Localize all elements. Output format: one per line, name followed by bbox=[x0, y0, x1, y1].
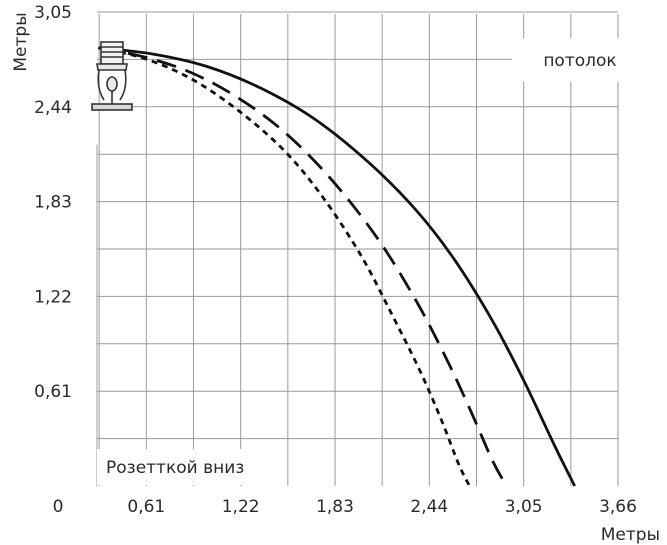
x-axis-title: Метры bbox=[601, 525, 660, 545]
y-tick-label: 1,22 bbox=[34, 287, 72, 307]
grid bbox=[96, 11, 619, 486]
series-line-dashed bbox=[98, 46, 508, 487]
y-tick-label: 3,05 bbox=[34, 3, 72, 23]
x-tick-label: 0,61 bbox=[127, 497, 165, 517]
series-line-solid bbox=[98, 46, 576, 487]
series-group bbox=[98, 46, 576, 487]
orientation-label-box bbox=[97, 449, 247, 485]
x-tick-label: 0 bbox=[53, 497, 64, 517]
ticks-group: 0 0,61 1,22 1,83 2,44 3,05 3,66 3,05 2,44 1,83 1,2… bbox=[34, 3, 637, 517]
y-tick-label: 0,61 bbox=[34, 382, 72, 402]
x-tick-label: 3,05 bbox=[505, 497, 543, 517]
x-tick-label: 1,83 bbox=[316, 497, 354, 517]
x-tick-label: 2,44 bbox=[410, 497, 448, 517]
sprinkler-head-icon bbox=[91, 41, 133, 111]
x-tick-label: 3,66 bbox=[599, 497, 637, 517]
series-line-dotted bbox=[98, 46, 471, 487]
ceiling-label: потолок bbox=[543, 51, 616, 71]
y-axis-title: Метры bbox=[11, 12, 31, 71]
y-tick-label: 2,44 bbox=[34, 98, 72, 118]
x-tick-label: 1,22 bbox=[222, 497, 260, 517]
orientation-label: Розетткой вниз bbox=[106, 458, 244, 478]
ceiling-label-box bbox=[512, 38, 634, 82]
y-tick-label: 1,83 bbox=[34, 193, 72, 213]
